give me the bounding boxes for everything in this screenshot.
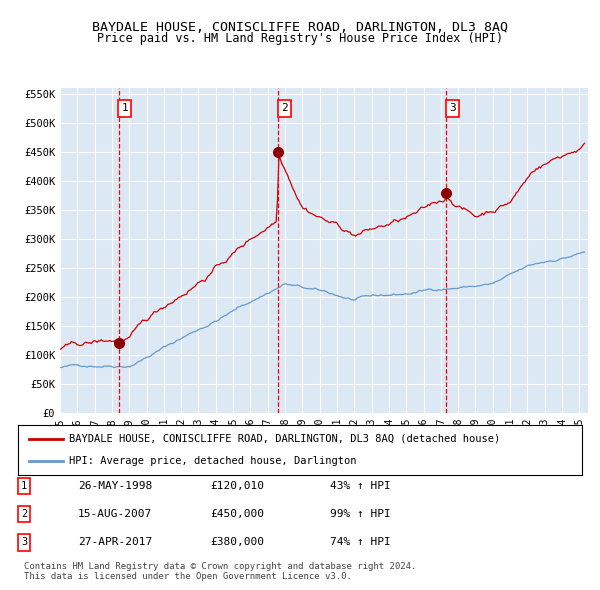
Text: HPI: Average price, detached house, Darlington: HPI: Average price, detached house, Darl… [69, 456, 356, 466]
Text: 26-MAY-1998: 26-MAY-1998 [78, 481, 152, 491]
Text: 43% ↑ HPI: 43% ↑ HPI [330, 481, 391, 491]
Text: Contains HM Land Registry data © Crown copyright and database right 2024.
This d: Contains HM Land Registry data © Crown c… [24, 562, 416, 581]
Text: 99% ↑ HPI: 99% ↑ HPI [330, 509, 391, 519]
Text: 3: 3 [449, 103, 456, 113]
Text: £450,000: £450,000 [210, 509, 264, 519]
Text: £120,010: £120,010 [210, 481, 264, 491]
Text: 1: 1 [21, 481, 27, 491]
Text: 2: 2 [21, 509, 27, 519]
Text: 2: 2 [281, 103, 288, 113]
Text: BAYDALE HOUSE, CONISCLIFFE ROAD, DARLINGTON, DL3 8AQ: BAYDALE HOUSE, CONISCLIFFE ROAD, DARLING… [92, 21, 508, 34]
Text: 27-APR-2017: 27-APR-2017 [78, 537, 152, 548]
Text: 3: 3 [21, 537, 27, 548]
Text: Price paid vs. HM Land Registry's House Price Index (HPI): Price paid vs. HM Land Registry's House … [97, 32, 503, 45]
Text: 74% ↑ HPI: 74% ↑ HPI [330, 537, 391, 548]
Text: 1: 1 [121, 103, 128, 113]
Text: BAYDALE HOUSE, CONISCLIFFE ROAD, DARLINGTON, DL3 8AQ (detached house): BAYDALE HOUSE, CONISCLIFFE ROAD, DARLING… [69, 434, 500, 444]
Text: 15-AUG-2007: 15-AUG-2007 [78, 509, 152, 519]
Text: £380,000: £380,000 [210, 537, 264, 548]
